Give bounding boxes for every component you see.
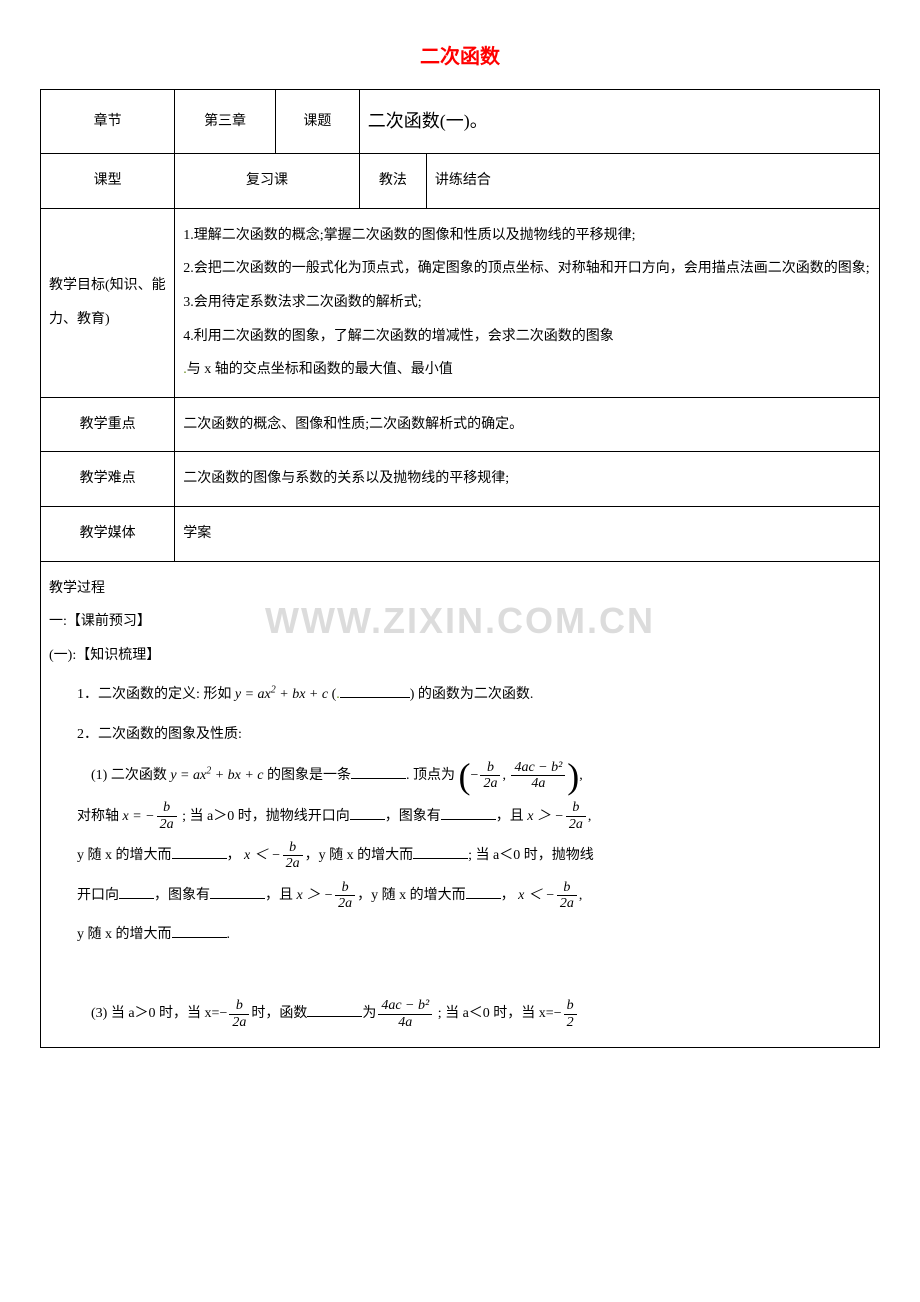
cell-diff-content: 二次函数的图像与系数的关系以及抛物线的平移规律; [175,452,880,507]
item1-pre: 1．二次函数的定义: 形如 [77,687,235,702]
cell-topic-label: 课题 [275,90,359,154]
knowledge-item-2-line3: y 随 x 的增大而， x ＜ −b2a，y 随 x 的增大而; 当 a＜0 时… [49,839,871,873]
knowledge-item-2-3: (3) 当 a＞0 时，当 x=−b2a时，函数为4ac − b²4a ; 当 … [49,997,871,1031]
goal-line2: 2.会把二次函数的一般式化为顶点式，确定图象的顶点坐标、对称轴和开口方向，会用描… [183,261,869,276]
t: ; 当 a＜0 时，抛物线 [468,848,594,863]
goal-line4b: 与 x 轴的交点坐标和函数的最大值、最小值 [187,362,453,377]
knowledge-item-2-line2: 对称轴 x = −b2a ; 当 a＞0 时，抛物线开口向，图象有，且 x ＞ … [49,800,871,834]
table-row: 教学难点 二次函数的图像与系数的关系以及抛物线的平移规律; [41,452,880,507]
cell-diff-label: 教学难点 [41,452,175,507]
i21-post: . 顶点为 [406,768,455,783]
table-row: 教学重点 二次函数的概念、图像和性质;二次函数解析式的确定。 [41,397,880,452]
cell-media-content: 学案 [175,506,880,561]
goal-line4a: 4.利用二次函数的图象，了解二次函数的增减性，会求二次函数的图象 [183,329,614,344]
section-1-1: (一):【知识梳理】 [49,648,160,663]
table-row: 教学媒体 学案 [41,506,880,561]
lparen-icon: ( [459,758,471,794]
t: y 随 x 的增大而 [77,927,172,942]
t: ，y 随 x 的增大而 [305,848,414,863]
vertex-x-frac: b2a [480,760,500,792]
i21-mid: 的图象是一条 [264,768,352,783]
t: 时，函数 [251,1006,307,1021]
cell-type-value: 复习课 [175,154,360,209]
cell-chapter-value: 第三章 [175,90,276,154]
knowledge-item-2-line4: 开口向，图象有，且 x ＞ −b2a，y 随 x 的增大而， x ＜ −b2a, [49,879,871,913]
t: ， [227,848,245,863]
t: ，y 随 x 的增大而 [357,888,466,903]
topic-text: 二次函数(一)。 [368,111,488,131]
table-row: 教学目标(知识、能力、教育) 1.理解二次函数的概念;掌握二次函数的图像和性质以… [41,208,880,397]
rparen-icon: ) [567,758,579,794]
goal-line3: 3.会用待定系数法求二次函数的解析式; [183,295,421,310]
cell-goal-content: 1.理解二次函数的概念;掌握二次函数的图像和性质以及抛物线的平移规律; 2.会把… [175,208,880,397]
lesson-table: 章节 第三章 课题 二次函数(一)。 课型 复习课 教法 讲练结合 教学目标(知… [40,89,880,1048]
t: 为 [362,1006,376,1021]
item1-post: (.) 的函数为二次函数. [332,687,534,702]
knowledge-item-1: 1．二次函数的定义: 形如 y = ax2 + bx + c (.) 的函数为二… [49,678,871,712]
cell-method-label: 教法 [359,154,426,209]
knowledge-item-2: 2．二次函数的图象及性质: [49,718,871,752]
t: 开口向 [77,888,119,903]
knowledge-item-2-1: (1) 二次函数 y = ax2 + bx + c 的图象是一条. 顶点为 (−… [49,758,871,794]
t: ; 当 a＜0 时，当 x= [434,1006,554,1021]
t: 对称轴 [77,809,123,824]
table-row: 课型 复习课 教法 讲练结合 [41,154,880,209]
t: ， [501,888,519,903]
t: (3) 当 a＞0 时，当 x= [91,1006,219,1021]
section-1: 一:【课前预习】 [49,614,151,629]
table-row: 教学过程 一:【课前预习】 (一):【知识梳理】 1．二次函数的定义: 形如 y… [41,561,880,1048]
i21-pre: (1) 二次函数 [91,768,170,783]
t: ，且 [265,888,297,903]
cell-goal-label: 教学目标(知识、能力、教育) [41,208,175,397]
table-row: 章节 第三章 课题 二次函数(一)。 [41,90,880,154]
cell-process: 教学过程 一:【课前预习】 (一):【知识梳理】 1．二次函数的定义: 形如 y… [41,561,880,1048]
t: ，图象有 [154,888,210,903]
vertex-y-frac: 4ac − b²4a [511,760,565,792]
t: ，且 [496,809,528,824]
cell-topic-value: 二次函数(一)。 [359,90,879,154]
i21-formula: y = ax2 + bx + c [170,768,263,783]
cell-key-content: 二次函数的概念、图像和性质;二次函数解析式的确定。 [175,397,880,452]
t: ，图象有 [385,809,441,824]
blank [351,764,406,779]
cell-media-label: 教学媒体 [41,506,175,561]
t: y 随 x 的增大而 [77,848,172,863]
page-title: 二次函数 [40,40,880,69]
goal-line1: 1.理解二次函数的概念;掌握二次函数的图像和性质以及抛物线的平移规律; [183,228,635,243]
cell-method-value: 讲练结合 [426,154,879,209]
process-label: 教学过程 [49,581,105,596]
t: ; 当 a＞0 时，抛物线开口向 [179,809,350,824]
cell-key-label: 教学重点 [41,397,175,452]
item1-formula: y = ax2 + bx + c [235,687,328,702]
cell-chapter-label: 章节 [41,90,175,154]
cell-type-label: 课型 [41,154,175,209]
knowledge-item-2-line5: y 随 x 的增大而. [49,918,871,952]
t: . [227,927,231,942]
